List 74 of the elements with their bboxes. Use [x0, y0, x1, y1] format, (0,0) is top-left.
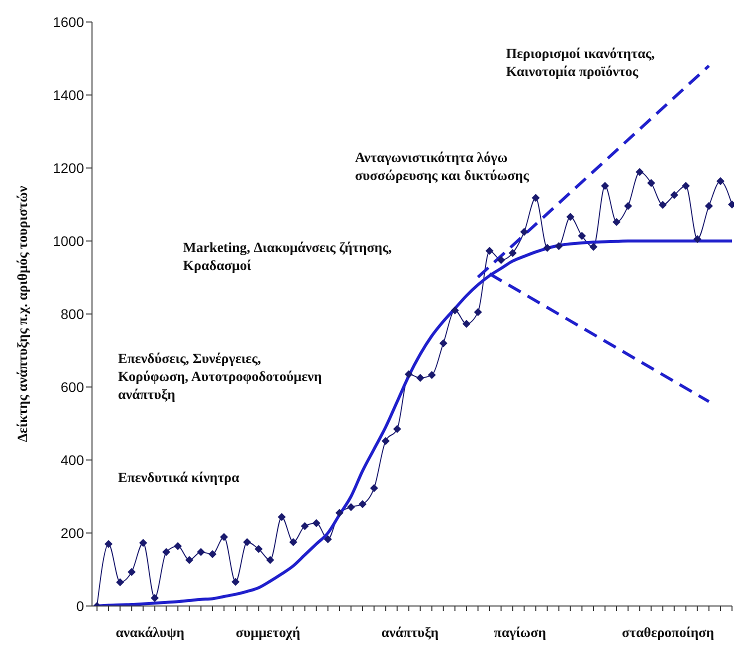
point: [128, 568, 136, 576]
point: [647, 178, 656, 187]
point: [543, 244, 552, 252]
point: [220, 533, 228, 542]
point: [497, 256, 506, 264]
point: [185, 556, 194, 564]
point: [196, 548, 205, 556]
point: [208, 550, 216, 558]
y-tick-label: 600: [60, 378, 84, 395]
text: παγίωση: [494, 625, 546, 643]
y-tick-label: 1400: [52, 86, 84, 103]
y-axis-title: Δείκτης ανάπτυξης π.χ. αριθμός τουριστών: [16, 185, 31, 442]
y-tick-label: 0: [76, 598, 84, 614]
point: [266, 556, 274, 564]
point: [232, 578, 240, 586]
point: [324, 535, 332, 544]
point: [704, 202, 713, 210]
point: [174, 542, 182, 550]
y-tick-label: 1600: [52, 14, 84, 30]
point: [566, 212, 574, 221]
annotation: Ανταγωνιστικότητα λόγω συσσώρευσης και δικτύωσης: [355, 150, 529, 186]
point: [554, 242, 563, 250]
point: [486, 246, 494, 255]
point: [347, 503, 355, 512]
point: [474, 308, 482, 316]
point: [335, 508, 344, 517]
text: συμμετοχή: [236, 625, 300, 643]
point: [370, 484, 378, 492]
point: [612, 218, 621, 226]
point: [532, 194, 540, 202]
point: [670, 191, 678, 200]
point: [636, 168, 644, 176]
y-tick-label: 800: [60, 306, 84, 322]
point: [439, 339, 448, 348]
y-tick-label: 1200: [52, 160, 84, 176]
point: [693, 235, 702, 244]
point: [682, 182, 690, 190]
point: [139, 538, 148, 547]
point: [428, 370, 436, 379]
text: ανακάλυψη: [116, 625, 184, 643]
point: [404, 370, 413, 378]
point: [716, 177, 724, 186]
point: [416, 374, 424, 382]
annotation: Marketing, Διακυμάνσεις ζήτησης, Κραδασμοί: [183, 240, 392, 276]
point: [508, 249, 517, 258]
point: [578, 232, 586, 240]
point: [358, 500, 367, 508]
point: [520, 228, 528, 236]
point: [312, 519, 320, 528]
point: [162, 548, 170, 556]
text: ανάπτυξη: [381, 625, 439, 643]
annotation: Επενδυτικά κίνητρα: [118, 470, 240, 488]
point: [624, 202, 632, 210]
text: σταθεροποίηση: [622, 625, 714, 643]
point: [601, 182, 609, 190]
point: [150, 594, 159, 602]
point: [116, 578, 124, 586]
point: [462, 320, 470, 328]
point: [589, 242, 598, 251]
point: [450, 306, 459, 314]
point: [658, 200, 667, 209]
point: [243, 538, 252, 546]
point: [278, 512, 286, 521]
point: [254, 545, 263, 554]
point: [300, 522, 309, 530]
annotation: Επενδύσεις, Συνέργειες, Κορύφωση, Αυτοτροφοδοτούμενη ανάπτυξη: [118, 351, 322, 405]
annotation: Περιορισμοί ικανότητας, Καινοτομία προϊόντος: [506, 46, 655, 82]
point: [289, 538, 298, 546]
y-tick-label: 400: [60, 452, 84, 468]
y-tick-label: 200: [60, 524, 84, 541]
point: [393, 424, 402, 433]
point: [104, 540, 113, 548]
point: [382, 437, 390, 446]
y-tick-label: 1000: [52, 232, 84, 249]
